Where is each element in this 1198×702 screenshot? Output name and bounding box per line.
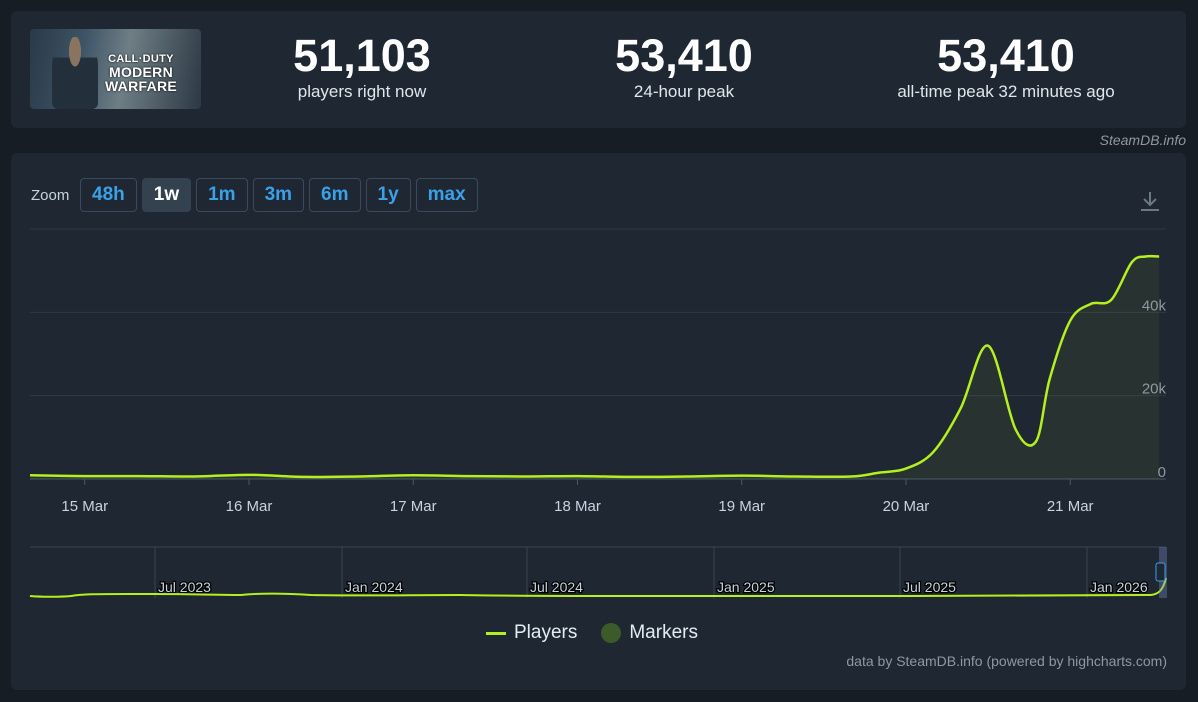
data-point[interactable]: [302, 476, 305, 479]
navigator-series-line: [29, 577, 1167, 598]
highcharts-credit[interactable]: data by SteamDB.info (powered by highcha…: [846, 653, 1167, 669]
data-point[interactable]: [1144, 255, 1147, 258]
zoom-1w-button[interactable]: 1w: [141, 178, 192, 212]
zoom-6m-button[interactable]: 6m: [309, 178, 361, 212]
data-point[interactable]: [521, 475, 524, 478]
soldier-figure: [52, 37, 98, 109]
x-tick-label: 15 Mar: [61, 498, 108, 515]
navigator-label: Jul 2025: [903, 579, 956, 595]
data-point[interactable]: [686, 475, 689, 478]
x-tick-label: 18 Mar: [554, 498, 601, 515]
y-tick-label: 40k: [1142, 297, 1167, 314]
y-tick-label: 20k: [1142, 381, 1167, 398]
zoom-1y-button[interactable]: 1y: [365, 178, 411, 212]
steamdb-credit[interactable]: SteamDB.info: [1099, 132, 1186, 148]
data-point[interactable]: [1130, 261, 1133, 264]
stat-24h-peak: 53,410 24-hour peak: [584, 31, 784, 103]
chart-panel: Zoom 48h 1w 1m 3m 6m 1y max 15 Mar 16 Mar…: [11, 153, 1186, 690]
data-point[interactable]: [1110, 299, 1113, 302]
x-tick-label: 21 Mar: [1047, 498, 1094, 515]
navigator[interactable]: Jul 2023 Jan 2024 Jul 2024 Jan 2025 Jul 2025…: [29, 546, 1167, 598]
zoom-1m-button[interactable]: 1m: [196, 178, 248, 212]
data-point[interactable]: [987, 344, 990, 347]
stat-value: 53,410: [937, 30, 1075, 81]
navigator-label: Jan 2025: [717, 579, 775, 595]
players-swatch: [486, 631, 506, 635]
data-point[interactable]: [932, 451, 935, 454]
data-point[interactable]: [248, 474, 251, 477]
data-point[interactable]: [1048, 378, 1051, 381]
data-point[interactable]: [138, 475, 141, 478]
player-count-chart[interactable]: 15 Mar 16 Mar 17 Mar 18 Mar 19 Mar 20 Mar 21 M…: [11, 153, 1186, 690]
legend-item-players[interactable]: Players: [486, 622, 577, 644]
data-point[interactable]: [193, 475, 196, 478]
data-point[interactable]: [631, 476, 634, 479]
stat-all-time-peak: 53,410 all-time peak 32 minutes ago: [871, 31, 1141, 103]
data-point[interactable]: [850, 475, 853, 478]
data-point[interactable]: [959, 407, 962, 410]
zoom-3m-button[interactable]: 3m: [252, 178, 305, 212]
x-tick-label: 19 Mar: [718, 498, 765, 515]
stat-label: all-time peak 32 minutes ago: [897, 82, 1115, 101]
game-capsule-image[interactable]: CALL·DUTY MODERN WARFARE: [30, 29, 201, 109]
stat-label: 24-hour peak: [633, 82, 735, 101]
data-point[interactable]: [877, 471, 880, 474]
data-point[interactable]: [1035, 440, 1038, 443]
x-tick-label: 20 Mar: [883, 498, 930, 515]
data-point[interactable]: [1014, 428, 1017, 431]
data-point[interactable]: [740, 474, 743, 477]
players-series-line[interactable]: [29, 254, 1160, 479]
players-area: [30, 256, 1160, 479]
legend-item-markers[interactable]: Markers: [601, 622, 698, 644]
y-tick-label: 0: [1158, 464, 1166, 481]
navigator-handle[interactable]: [1155, 562, 1166, 582]
navigator-label: Jul 2024: [530, 579, 583, 595]
data-point[interactable]: [412, 474, 415, 477]
data-point[interactable]: [576, 475, 579, 478]
zoom-max-button[interactable]: max: [415, 178, 478, 212]
stats-bar: CALL·DUTY MODERN WARFARE 51,103 players …: [11, 11, 1186, 128]
data-point[interactable]: [29, 474, 32, 477]
data-point[interactable]: [467, 475, 470, 478]
x-tick-label: 17 Mar: [390, 498, 437, 515]
zoom-buttons: 48h 1w 1m 3m 6m 1y max: [80, 178, 478, 212]
navigator-label: Jan 2026: [1090, 579, 1148, 595]
navigator-label: Jul 2023: [158, 579, 211, 595]
data-point[interactable]: [1089, 303, 1092, 306]
data-point[interactable]: [795, 475, 798, 478]
stat-label: players right now: [297, 82, 427, 101]
stat-value: 51,103: [293, 30, 431, 81]
legend: Players Markers: [486, 622, 698, 644]
data-point[interactable]: [1158, 255, 1161, 258]
data-point[interactable]: [1069, 319, 1072, 322]
navigator-label: Jan 2024: [345, 579, 403, 595]
stat-value: 53,410: [615, 30, 753, 81]
zoom-48h-button[interactable]: 48h: [80, 178, 137, 212]
data-point[interactable]: [83, 475, 86, 478]
game-logo: CALL·DUTY MODERN WARFARE: [104, 53, 178, 94]
markers-swatch: [601, 623, 622, 643]
stat-current-players: 51,103 players right now: [273, 31, 451, 103]
data-point[interactable]: [357, 475, 360, 478]
download-icon[interactable]: [1138, 189, 1162, 213]
x-tick-label: 16 Mar: [226, 498, 273, 515]
zoom-label: Zoom: [31, 187, 70, 204]
data-point[interactable]: [905, 467, 908, 470]
